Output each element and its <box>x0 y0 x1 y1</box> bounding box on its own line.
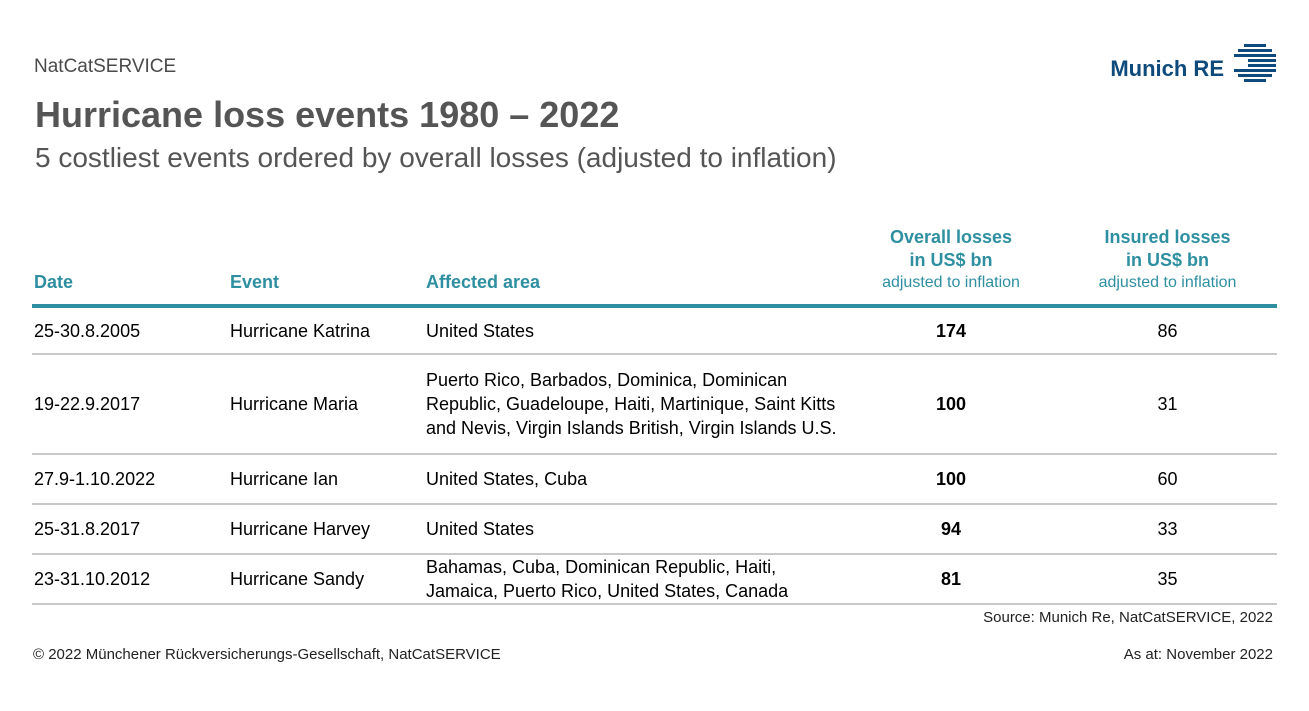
cell-overall-losses: 100 <box>844 454 1058 505</box>
cell-affected-area: United States, Cuba <box>424 454 844 505</box>
cell-insured-losses: 86 <box>1058 306 1277 355</box>
cell-date: 25-30.8.2005 <box>32 306 228 355</box>
service-label: NatCatSERVICE <box>34 56 177 77</box>
munich-re-logo-icon <box>1234 44 1276 82</box>
source-note: Source: Munich Re, NatCatSERVICE, 2022 <box>983 609 1273 626</box>
cell-affected-area: Bahamas, Cuba, Dominican Republic, Haiti… <box>424 554 844 605</box>
page-title: Hurricane loss events 1980 – 2022 <box>35 94 620 135</box>
table-row: 25-30.8.2005 Hurricane Katrina United St… <box>32 306 1277 355</box>
cell-event: Hurricane Maria <box>228 354 424 455</box>
cell-event: Hurricane Katrina <box>228 306 424 355</box>
cell-date: 25-31.8.2017 <box>32 504 228 555</box>
cell-date: 23-31.10.2012 <box>32 554 228 605</box>
column-header-overall-losses: Overall losses in US$ bn adjusted to inf… <box>844 226 1058 308</box>
cell-overall-losses: 174 <box>844 306 1058 355</box>
cell-affected-area: United States <box>424 306 844 355</box>
logo-text: Munich RE <box>1110 56 1224 81</box>
cell-insured-losses: 60 <box>1058 454 1277 505</box>
cell-overall-losses: 94 <box>844 504 1058 555</box>
cell-overall-losses: 81 <box>844 554 1058 605</box>
overall-losses-title: Overall losses <box>889 227 1013 247</box>
as-at-date: As at: November 2022 <box>1123 646 1273 663</box>
table-row: 25-31.8.2017 Hurricane Harvey United Sta… <box>32 504 1277 555</box>
insured-losses-note: adjusted to inflation <box>1098 274 1237 291</box>
insured-losses-unit: in US$ bn <box>1125 250 1209 270</box>
cell-affected-area: Puerto Rico, Barbados, Dominica, Dominic… <box>424 354 844 455</box>
cell-event: Hurricane Ian <box>228 454 424 505</box>
cell-overall-losses: 100 <box>844 354 1058 455</box>
munich-re-logo: Munich RE <box>1110 44 1276 82</box>
copyright-footer: © 2022 Münchener Rückversicherungs-Gesel… <box>33 646 501 663</box>
cell-insured-losses: 31 <box>1058 354 1277 455</box>
page-subtitle: 5 costliest events ordered by overall lo… <box>35 142 837 173</box>
cell-date: 19-22.9.2017 <box>32 354 228 455</box>
overall-losses-note: adjusted to inflation <box>882 274 1020 291</box>
table-row: 27.9-1.10.2022 Hurricane Ian United Stat… <box>32 454 1277 505</box>
column-header-insured-losses: Insured losses in US$ bn adjusted to inf… <box>1058 226 1277 308</box>
cell-insured-losses: 33 <box>1058 504 1277 555</box>
cell-event: Hurricane Harvey <box>228 504 424 555</box>
cell-date: 27.9-1.10.2022 <box>32 454 228 505</box>
cell-affected-area: United States <box>424 504 844 555</box>
column-header-date: Date <box>32 226 228 308</box>
column-header-affected-area: Affected area <box>424 226 844 308</box>
table-row: 23-31.10.2012 Hurricane Sandy Bahamas, C… <box>32 554 1277 605</box>
cell-insured-losses: 35 <box>1058 554 1277 605</box>
overall-losses-unit: in US$ bn <box>909 250 993 270</box>
hurricane-losses-table: Date Event Affected area Overall losses … <box>32 226 1277 605</box>
table-row: 19-22.9.2017 Hurricane Maria Puerto Rico… <box>32 354 1277 455</box>
insured-losses-title: Insured losses <box>1104 227 1231 247</box>
column-header-event: Event <box>228 226 424 308</box>
cell-event: Hurricane Sandy <box>228 554 424 605</box>
table-header-row: Date Event Affected area Overall losses … <box>32 226 1277 308</box>
